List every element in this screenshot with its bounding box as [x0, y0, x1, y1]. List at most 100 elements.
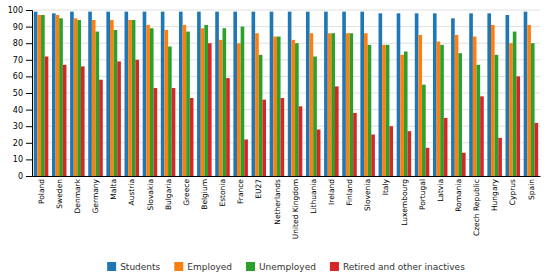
x-tick-label: Ireland: [327, 179, 336, 205]
x-axis: PolandSwedenDenmarkGermanyMaltaAustriaSl…: [33, 177, 541, 240]
x-tick-label: Poland: [37, 179, 46, 204]
bar: [132, 20, 136, 176]
bar: [281, 98, 285, 176]
x-tick-label: Greece: [182, 179, 191, 206]
x-tick: Austria: [127, 179, 136, 206]
y-tick-label: 80: [13, 39, 23, 48]
x-tick: Cyprus: [508, 179, 517, 205]
legend-swatch: [174, 262, 183, 271]
y-tick: 80: [13, 39, 32, 48]
y-tick-label: 30: [13, 122, 23, 131]
x-tick-label: Malta: [109, 179, 118, 200]
legend-label: Students: [120, 262, 160, 272]
x-tick: Ireland: [327, 179, 336, 205]
bar: [495, 55, 499, 176]
bar: [353, 113, 357, 176]
x-tick: Greece: [182, 179, 191, 206]
x-tick-label: Netherlands: [273, 179, 282, 225]
legend: StudentsEmployedUnemployedRetired and ot…: [107, 262, 465, 272]
x-tick-label: Italy: [381, 178, 390, 195]
legend-swatch: [107, 262, 116, 271]
bar: [146, 25, 150, 176]
x-tick-label: Estonia: [218, 179, 227, 207]
legend-swatch: [330, 262, 339, 271]
y-tick-mark: [26, 159, 32, 160]
bar: [114, 30, 118, 176]
x-tick-label: Hungary: [490, 178, 499, 211]
x-tick: Denmark: [73, 178, 82, 213]
y-tick-mark: [26, 10, 32, 11]
x-axis-line: [33, 176, 541, 177]
bar: [371, 135, 375, 177]
bar: [426, 148, 430, 176]
bar: [313, 56, 317, 176]
legend-item: Students: [107, 262, 160, 272]
bar: [535, 123, 539, 176]
y-axis: 0102030405060708090100: [8, 6, 33, 181]
bar: [310, 33, 314, 176]
bar: [128, 20, 132, 176]
y-tick-label: 40: [13, 106, 23, 115]
x-tick: Spain: [527, 179, 536, 200]
bar: [164, 30, 168, 176]
bar: [335, 86, 339, 176]
bar: [154, 88, 158, 176]
x-tick: Hungary: [490, 178, 499, 211]
y-tick-mark: [26, 43, 32, 44]
bar: [237, 43, 241, 176]
bar: [440, 45, 444, 176]
bar: [215, 12, 219, 176]
bar: [117, 61, 121, 176]
bar: [92, 20, 96, 176]
bar: [480, 96, 484, 176]
bar: [186, 32, 190, 176]
plot: 0102030405060708090100PolandSwedenDenmar…: [8, 6, 541, 239]
y-tick-label: 0: [18, 172, 23, 181]
bar: [455, 35, 459, 176]
bar: [219, 40, 223, 176]
bar: [462, 153, 466, 176]
bar: [204, 25, 208, 176]
y-tick-mark: [26, 76, 32, 77]
bar: [498, 138, 502, 176]
bar: [252, 12, 256, 176]
bar: [477, 65, 481, 176]
bar: [458, 53, 462, 176]
y-tick-mark: [26, 60, 32, 61]
bar: [273, 37, 277, 176]
bar: [513, 32, 517, 176]
chart: 0102030405060708090100PolandSwedenDenmar…: [0, 0, 550, 276]
bar: [259, 55, 263, 176]
x-tick: Slovenia: [363, 179, 372, 211]
y-tick-label: 90: [13, 23, 23, 32]
bar: [52, 13, 56, 176]
bar: [368, 45, 372, 176]
x-tick-label: Bulgaria: [164, 179, 173, 210]
bar: [179, 12, 183, 176]
x-tick-label: Portugal: [418, 179, 427, 210]
bar: [379, 13, 383, 176]
bar: [299, 106, 303, 176]
bar: [77, 20, 81, 176]
bar: [233, 12, 237, 176]
bar: [328, 33, 332, 176]
legend-label: Retired and other inactives: [343, 262, 465, 272]
x-tick: Estonia: [218, 179, 227, 207]
x-tick-label: Finland: [345, 179, 354, 206]
bar: [110, 20, 114, 176]
bar: [516, 76, 520, 176]
bar: [386, 45, 390, 176]
bar: [190, 98, 194, 176]
x-tick: Bulgaria: [164, 179, 173, 210]
bar: [197, 12, 201, 176]
y-tick: 30: [13, 122, 32, 131]
y-tick: 0: [18, 172, 32, 181]
x-tick-label: Slovakia: [146, 179, 155, 211]
x-tick: Portugal: [418, 179, 427, 210]
y-tick: 90: [13, 23, 32, 32]
bar: [291, 40, 295, 176]
x-tick-label: Sweden: [55, 179, 64, 209]
bar: [295, 43, 299, 176]
bar: [74, 18, 78, 176]
bar: [451, 18, 455, 176]
